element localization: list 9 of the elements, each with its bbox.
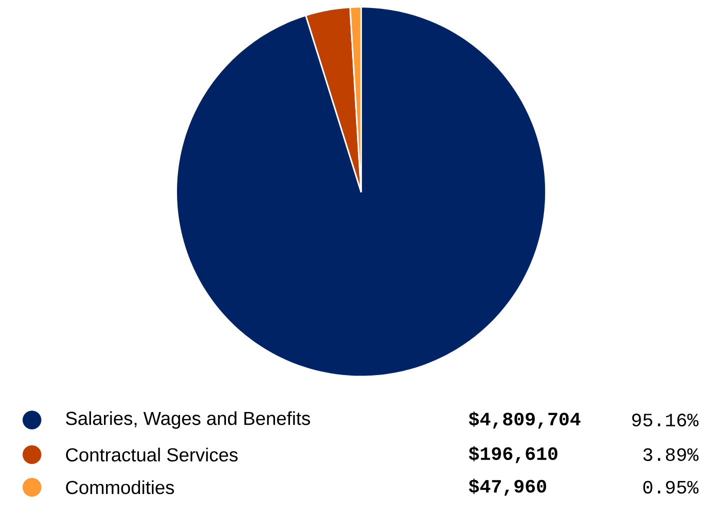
text: 3.89% xyxy=(643,448,699,461)
legend-label: Salaries, Wages and Benefits xyxy=(66,411,310,429)
data-label: $196,610 xyxy=(468,446,558,464)
text: 0.95% xyxy=(643,480,699,494)
legend-label: Commodities xyxy=(66,480,174,494)
data-label: $47,960 xyxy=(468,478,546,496)
text: 95.16% xyxy=(632,414,699,426)
data-label: $4,809,704 xyxy=(468,411,580,429)
legend-label: Contractual Services xyxy=(66,448,238,462)
